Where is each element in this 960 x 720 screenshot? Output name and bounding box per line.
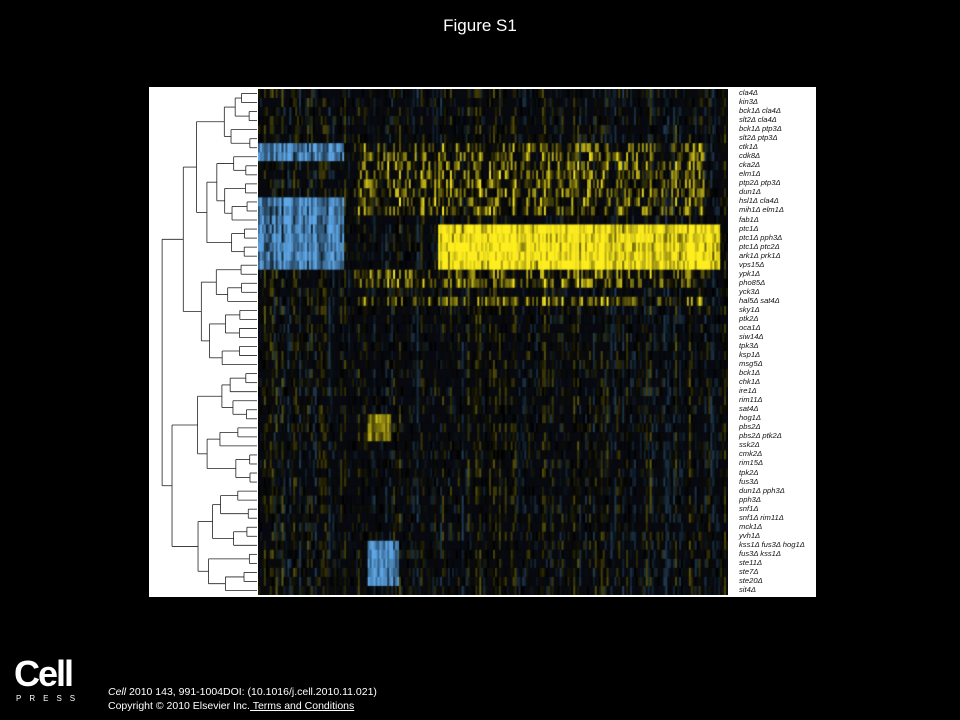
row-label: dun1Δ pph3Δ — [739, 485, 785, 495]
heatmap-panel: cla4Δ kin3Δ bck1Δ cla4Δ slt2Δ cla4Δ bck1Δ pt… — [149, 87, 816, 597]
row-label: bck1Δ ptp3Δ — [739, 124, 782, 134]
row-label: slt2Δ ptp3Δ — [739, 133, 778, 143]
citation-block: Cell 2010 143, 991-1004DOI: (10.1016/j.c… — [108, 685, 377, 713]
row-label: fus3Δ kss1Δ — [739, 548, 781, 558]
row-label: yck3Δ — [739, 286, 760, 296]
row-label: ptc1Δ pph3Δ — [739, 232, 783, 242]
row-label: ste7Δ — [739, 566, 759, 576]
row-label: bck1Δ — [739, 368, 761, 378]
row-label: ste20Δ — [739, 575, 763, 585]
row-label: cdk8Δ — [739, 151, 761, 161]
row-label: tpk2Δ — [739, 467, 759, 477]
figure-title: Figure S1 — [443, 16, 517, 35]
row-label: chk1Δ — [739, 377, 761, 387]
row-label: ssk2Δ — [739, 440, 760, 450]
row-label: yvh1Δ — [739, 530, 761, 540]
row-label: tpk3Δ — [739, 341, 759, 350]
citation-line: Cell 2010 143, 991-1004DOI: (10.1016/j.c… — [108, 685, 377, 699]
row-label: mck1Δ — [739, 521, 763, 531]
row-label: ire1Δ — [739, 386, 757, 396]
logo-word: Cell — [14, 653, 74, 694]
copyright-line: Copyright © 2010 Elsevier Inc. Terms and… — [108, 699, 377, 713]
row-label: fab1Δ — [739, 214, 759, 224]
row-label: hog1Δ — [739, 413, 761, 423]
row-label: kss1Δ fus3Δ hog1Δ — [739, 539, 805, 549]
row-label: ark1Δ prk1Δ — [739, 250, 781, 260]
row-label: oca1Δ — [739, 322, 761, 332]
row-label: pbs2Δ ptk2Δ — [739, 431, 782, 441]
row-label: kin3Δ — [739, 97, 759, 107]
row-label: sit4Δ — [739, 584, 756, 594]
row-labels: cla4Δ kin3Δ bck1Δ cla4Δ slt2Δ cla4Δ bck1Δ pt… — [729, 88, 816, 595]
row-label: rim11Δ — [739, 395, 763, 405]
row-label: snf1Δ rim11Δ — [739, 512, 784, 522]
row-label: pph3Δ — [739, 494, 761, 504]
row-label: sat4Δ — [739, 404, 759, 414]
row-label: msg5Δ — [739, 359, 763, 369]
row-label: snf1Δ — [739, 503, 759, 513]
row-label: ksp1Δ — [739, 350, 761, 360]
row-label: cka2Δ — [739, 160, 761, 170]
row-label: dun1Δ — [739, 187, 761, 197]
row-label: bck1Δ cla4Δ — [739, 106, 781, 116]
row-label: ptk2Δ — [739, 313, 759, 323]
copyright-text: Copyright © 2010 Elsevier Inc. — [108, 700, 250, 712]
cell-press-logo: Cell PRESS — [14, 656, 80, 706]
row-label: slt2Δ cla4Δ — [739, 115, 777, 125]
row-label: siw14Δ — [739, 331, 764, 341]
terms-link[interactable]: Terms and Conditions — [249, 700, 355, 712]
row-dendrogram — [161, 93, 257, 591]
citation-details: 2010 143, 991-1004DOI: (10.1016/j.cell.2… — [126, 686, 377, 698]
row-label: ptc1Δ ptc2Δ — [739, 241, 780, 251]
row-label: hal5Δ sat4Δ — [739, 295, 780, 305]
row-label: mih1Δ elm1Δ — [739, 205, 784, 215]
row-label: rim15Δ — [739, 458, 764, 468]
row-label: fus3Δ — [739, 476, 759, 486]
row-label: cla4Δ — [739, 88, 759, 97]
row-label: pbs2Δ — [739, 422, 761, 432]
row-label: sky1Δ — [739, 304, 760, 314]
row-label: ptc1Δ — [739, 223, 759, 233]
row-label: vps15Δ — [739, 259, 765, 269]
row-label: ste11Δ — [739, 557, 763, 567]
row-label: cmk2Δ — [739, 449, 763, 459]
logo-press: PRESS — [16, 694, 84, 703]
row-label: elm1Δ — [739, 169, 761, 179]
expression-heatmap — [258, 89, 728, 595]
row-label: pho85Δ — [739, 277, 766, 287]
row-label: ptp2Δ ptp3Δ — [739, 178, 781, 188]
row-label: hsl1Δ cla4Δ — [739, 196, 779, 206]
row-label: ctk1Δ — [739, 142, 759, 152]
row-label: ypk1Δ — [739, 268, 761, 278]
journal-name: Cell — [108, 686, 127, 698]
